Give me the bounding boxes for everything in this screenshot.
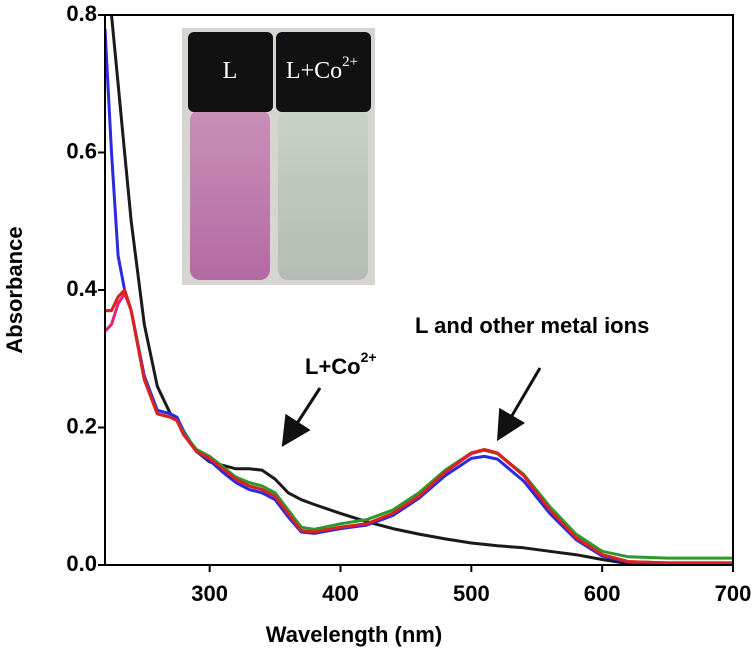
- x-tick-label: 300: [191, 581, 228, 606]
- series-line: [109, 15, 733, 565]
- series-line: [105, 288, 733, 565]
- x-tick-label: 700: [715, 581, 752, 606]
- y-axis-title: Absorbance: [2, 226, 27, 353]
- annotation-arrow: [496, 367, 542, 442]
- y-tick-label: 0.6: [66, 138, 97, 163]
- x-axis-title: Wavelength (nm): [266, 622, 442, 647]
- x-tick-label: 500: [453, 581, 490, 606]
- inset-label: L: [223, 58, 238, 84]
- y-tick-label: 0.2: [66, 413, 97, 438]
- annotation: L and other metal ions: [415, 313, 649, 338]
- y-tick-label: 0.0: [66, 551, 97, 576]
- inset-photo: L L+Co2+: [182, 28, 375, 285]
- y-tick-label: 0.4: [66, 276, 97, 301]
- x-tick-label: 600: [584, 581, 621, 606]
- annotation: L+Co2+: [305, 349, 377, 379]
- annotation-arrow: [281, 387, 322, 448]
- inset-label: L+Co2+: [286, 54, 358, 83]
- y-tick-label: 0.8: [66, 1, 97, 26]
- x-tick-label: 400: [322, 581, 359, 606]
